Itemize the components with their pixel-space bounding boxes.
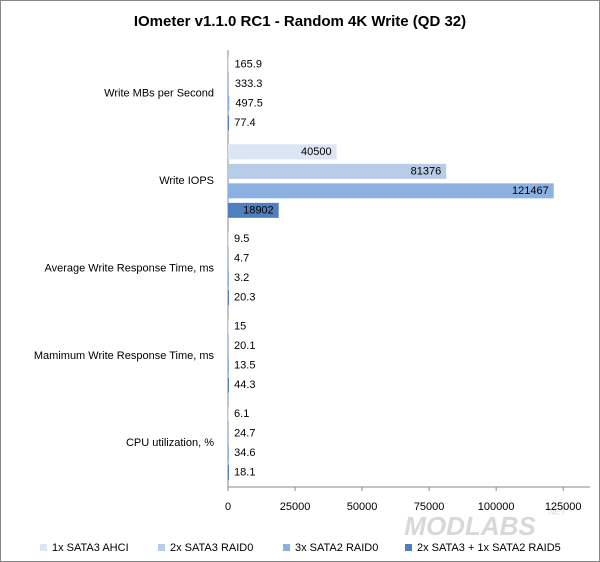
data-label: 6.1 bbox=[234, 408, 249, 420]
category-label: Average Write Response Time, ms bbox=[44, 262, 214, 274]
data-label: 81376 bbox=[411, 165, 442, 177]
bar bbox=[228, 270, 229, 286]
chart-title: IOmeter v1.1.0 RC1 - Random 4K Write (QD… bbox=[134, 13, 466, 30]
bar bbox=[228, 183, 554, 199]
category-label: CPU utilization, % bbox=[126, 437, 214, 449]
bar bbox=[228, 95, 230, 111]
x-tick-label: 0 bbox=[225, 501, 231, 513]
x-tick-label: 100000 bbox=[478, 501, 515, 513]
data-label: 34.6 bbox=[234, 447, 255, 459]
bar bbox=[228, 290, 229, 306]
bar bbox=[228, 251, 229, 267]
bar bbox=[228, 231, 229, 247]
bar bbox=[228, 426, 229, 442]
bar bbox=[228, 445, 229, 461]
x-tick-label: 125000 bbox=[545, 501, 582, 513]
bar bbox=[228, 163, 447, 179]
data-label: 3.2 bbox=[234, 272, 249, 284]
x-tick-label: 75000 bbox=[414, 501, 445, 513]
watermark-sup: NET bbox=[548, 506, 567, 516]
category-label: Write MBs per Second bbox=[104, 88, 214, 100]
data-label: 18902 bbox=[243, 204, 274, 216]
legend-label: 1x SATA3 AHCI bbox=[52, 542, 129, 554]
data-label: 333.3 bbox=[235, 78, 263, 90]
bar bbox=[228, 406, 229, 422]
bar bbox=[228, 465, 229, 481]
bar bbox=[228, 358, 229, 374]
bar bbox=[228, 144, 337, 160]
data-label: 18.1 bbox=[234, 466, 255, 478]
category-label: Write IOPS bbox=[159, 175, 214, 187]
legend-swatch bbox=[405, 544, 412, 551]
bar bbox=[228, 115, 229, 131]
data-label: 44.3 bbox=[234, 379, 255, 391]
data-label: 15 bbox=[234, 321, 246, 333]
bar bbox=[228, 56, 229, 72]
legend-label: 2x SATA3 RAID0 bbox=[170, 542, 253, 554]
data-label: 13.5 bbox=[234, 360, 255, 372]
legend-swatch bbox=[158, 544, 165, 551]
category-label: Mamimum Write Response Time, ms bbox=[34, 350, 215, 362]
legend-label: 3x SATA2 RAID0 bbox=[295, 542, 378, 554]
x-tick-label: 25000 bbox=[280, 501, 311, 513]
bar bbox=[228, 76, 229, 92]
data-label: 20.1 bbox=[234, 340, 255, 352]
bar bbox=[228, 202, 279, 218]
data-label: 121467 bbox=[512, 185, 549, 197]
legend-label: 2x SATA3 + 1x SATA2 RAID5 bbox=[417, 542, 561, 554]
data-label: 497.5 bbox=[235, 97, 263, 109]
bar bbox=[228, 377, 229, 393]
legend-swatch bbox=[283, 544, 290, 551]
legend-swatch bbox=[40, 544, 47, 551]
bar bbox=[228, 319, 229, 335]
data-label: 40500 bbox=[301, 146, 332, 158]
data-label: 4.7 bbox=[234, 253, 249, 265]
data-label: 9.5 bbox=[234, 233, 249, 245]
data-label: 77.4 bbox=[234, 117, 255, 129]
data-label: 165.9 bbox=[234, 58, 262, 70]
data-label: 20.3 bbox=[234, 292, 255, 304]
x-tick-label: 50000 bbox=[347, 501, 378, 513]
watermark: MODLABS bbox=[404, 511, 536, 541]
data-label: 24.7 bbox=[234, 427, 255, 439]
bar bbox=[228, 338, 229, 354]
